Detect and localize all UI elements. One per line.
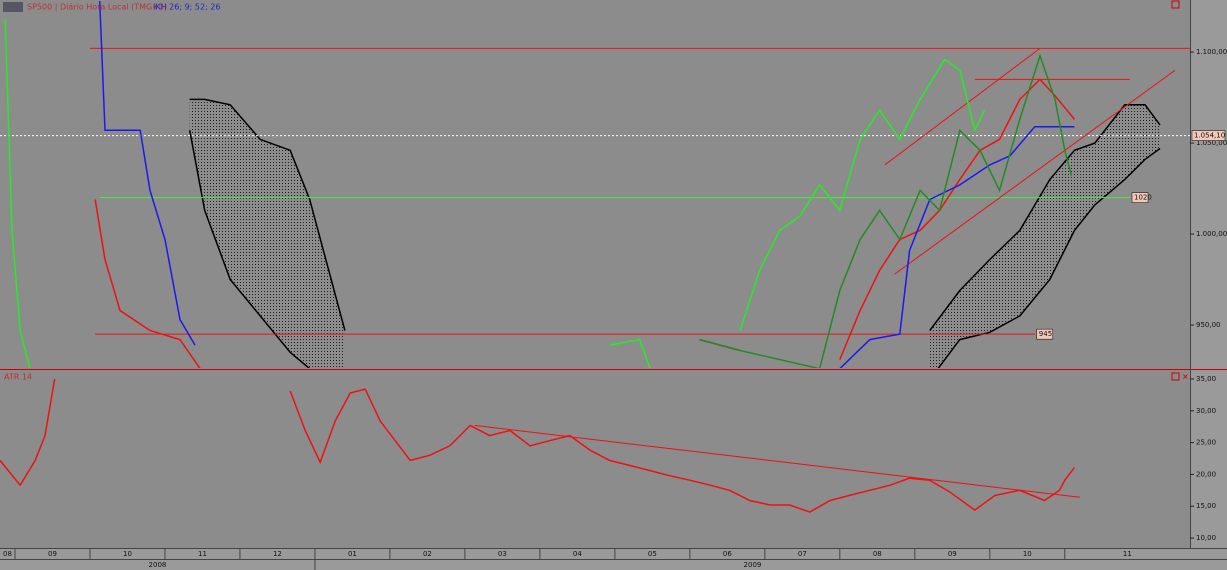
- symbol-icon[interactable]: [3, 2, 23, 12]
- plot-area: [0, 1, 1190, 368]
- x-tick-label: 03: [498, 550, 507, 558]
- x-tick-label: 08: [3, 550, 12, 558]
- y-axis-area: [1190, 0, 1227, 548]
- y-tick-label: 10,00: [1196, 534, 1216, 542]
- cloud-area: [189, 99, 345, 368]
- x-tick-label: 09: [948, 550, 957, 558]
- chart-title: SP500 | Diário Hora Local (TMG+0): [27, 3, 167, 12]
- y-tick-label: 20,00: [1196, 470, 1216, 478]
- close-button[interactable]: ✕: [1182, 373, 1189, 382]
- level-label: 1.054,10: [1194, 132, 1225, 140]
- x-tick-label: 10: [123, 550, 132, 558]
- trend-line: [474, 424, 1080, 498]
- level-label: 1020: [1134, 194, 1152, 202]
- x-tick-label: 02: [423, 550, 432, 558]
- x-tick-label: 08: [873, 550, 882, 558]
- cloud-area: [929, 104, 1161, 368]
- level-label-box: [1131, 192, 1149, 203]
- indicator-label: IKH 26; 9; 52; 26: [153, 3, 221, 12]
- y-tick-label: 35,00: [1196, 375, 1216, 383]
- x-tick-label: 05: [648, 550, 657, 558]
- x-tick-label: 10: [1023, 550, 1032, 558]
- y-tick-label: 15,00: [1196, 502, 1216, 510]
- x-tick-label: 06: [723, 550, 732, 558]
- year-label: 2008: [149, 561, 167, 569]
- x-tick-label: 04: [573, 550, 582, 558]
- y-tick-label: 1.000,00: [1196, 230, 1227, 238]
- window-button[interactable]: [1171, 0, 1180, 9]
- x-tick-label: 07: [798, 550, 807, 558]
- level-label-box: [1191, 130, 1226, 141]
- trend-line: [894, 69, 1176, 275]
- cloud-upper: [189, 98, 1161, 331]
- year-label: 2009: [744, 561, 762, 569]
- y-tick-label: 30,00: [1196, 407, 1216, 415]
- series-line: [0, 378, 1076, 513]
- x-tick-label: 11: [1123, 550, 1132, 558]
- window-button[interactable]: [1171, 372, 1180, 381]
- series-line: [699, 53, 1073, 368]
- indicator-label: ATR 14: [4, 373, 32, 382]
- y-tick-label: 1.050,00: [1196, 139, 1227, 147]
- y-tick-label: 25,00: [1196, 439, 1216, 447]
- x-tick-label: 01: [348, 550, 357, 558]
- y-tick-label: 1.100,00: [1196, 48, 1227, 56]
- trend-line: [884, 48, 1041, 166]
- level-label: 945: [1039, 330, 1052, 338]
- x-tick-label: 11: [198, 550, 207, 558]
- series-line: [4, 19, 986, 368]
- x-tick-label: 09: [48, 550, 57, 558]
- cloud-lower: [188, 130, 1161, 368]
- x-tick-label: 12: [273, 550, 282, 558]
- plot-area: [0, 378, 1080, 513]
- level-label-box: [1036, 328, 1054, 340]
- y-tick-label: 950,00: [1196, 321, 1221, 329]
